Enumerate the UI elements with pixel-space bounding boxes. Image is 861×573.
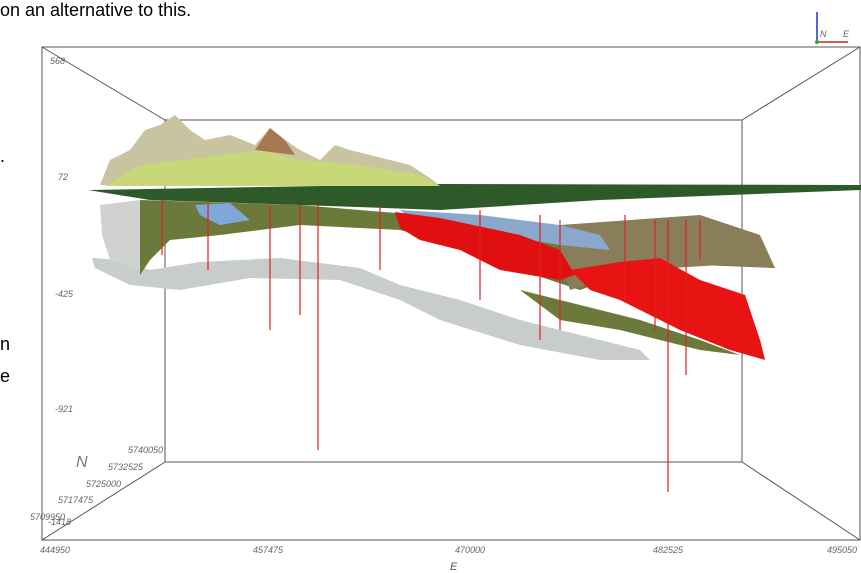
scene: N E on an alternative to this. . n e N E… xyxy=(0,0,861,573)
e-tick-label: 482525 xyxy=(653,545,684,555)
margin-fragment: n xyxy=(0,334,10,354)
page: N E on an alternative to this. . n e N E… xyxy=(0,0,861,573)
margin-fragment: . xyxy=(0,146,5,166)
compass: N E xyxy=(815,12,850,44)
caption: on an alternative to this. xyxy=(0,0,191,20)
n-tick-label: 5709950 xyxy=(30,512,65,522)
margin-fragment: e xyxy=(0,366,10,386)
n-tick-label: 5725000 xyxy=(86,479,121,489)
e-tick-label: 457475 xyxy=(253,545,284,555)
e-tick-label: 470000 xyxy=(455,545,485,555)
z-tick-label: -425 xyxy=(55,289,74,299)
n-tick-label: 5740050 xyxy=(128,445,163,455)
z-tick-label: 72 xyxy=(58,172,68,182)
edge xyxy=(742,47,860,120)
compass-east: E xyxy=(843,29,850,39)
e-tick-label: 444950 xyxy=(40,545,70,555)
z-tick-label: -921 xyxy=(55,404,73,414)
compass-north: N xyxy=(820,29,827,39)
e-axis-title: E xyxy=(450,561,458,573)
n-axis-title: N xyxy=(76,454,88,471)
origin xyxy=(815,40,819,44)
n-tick-label: 5717475 xyxy=(58,495,94,505)
n-tick-label: 5732525 xyxy=(108,462,144,472)
e-tick-label: 495050 xyxy=(827,545,857,555)
z-tick-label: 568 xyxy=(50,56,65,66)
edge xyxy=(742,462,860,540)
